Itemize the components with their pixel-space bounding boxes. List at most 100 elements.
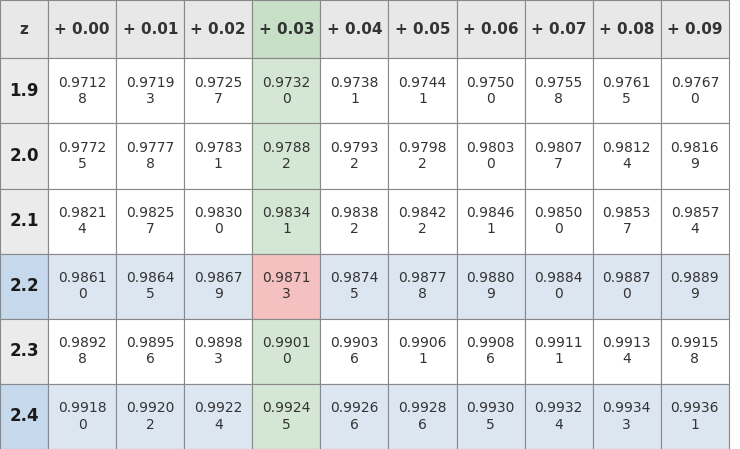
Bar: [388, 189, 457, 254]
Text: 0.9812
4: 0.9812 4: [602, 141, 651, 171]
Text: + 0.01: + 0.01: [123, 22, 178, 37]
Text: 2.0: 2.0: [10, 147, 38, 165]
Text: 0.9889
9: 0.9889 9: [670, 271, 719, 301]
Bar: [116, 319, 184, 384]
Text: 0.9922
4: 0.9922 4: [194, 401, 243, 431]
Text: 0.9738
1: 0.9738 1: [330, 76, 379, 106]
Bar: [252, 189, 320, 254]
Text: 0.9755
8: 0.9755 8: [534, 76, 583, 106]
Text: + 0.06: + 0.06: [462, 22, 519, 37]
Text: 0.9936
1: 0.9936 1: [670, 401, 719, 431]
Bar: [457, 58, 525, 123]
Text: 0.9880
9: 0.9880 9: [466, 271, 515, 301]
Bar: [116, 189, 184, 254]
Bar: [48, 254, 116, 319]
Text: 0.9732
0: 0.9732 0: [262, 76, 311, 106]
Bar: [593, 254, 661, 319]
Bar: [457, 319, 525, 384]
Text: 0.9867
9: 0.9867 9: [194, 271, 243, 301]
Bar: [525, 0, 593, 58]
Text: 0.9932
4: 0.9932 4: [534, 401, 583, 431]
Bar: [320, 254, 388, 319]
Bar: [661, 123, 729, 189]
Bar: [116, 0, 184, 58]
Text: 0.9874
5: 0.9874 5: [330, 271, 379, 301]
Text: 0.9793
2: 0.9793 2: [330, 141, 379, 171]
Bar: [457, 189, 525, 254]
Text: 0.9838
2: 0.9838 2: [330, 206, 379, 236]
Text: 0.9750
0: 0.9750 0: [466, 76, 515, 106]
Bar: [593, 189, 661, 254]
Text: 0.9911
1: 0.9911 1: [534, 336, 583, 366]
Text: 0.9871
3: 0.9871 3: [262, 271, 311, 301]
Bar: [388, 123, 457, 189]
Text: 0.9915
8: 0.9915 8: [670, 336, 719, 366]
Text: 0.9777
8: 0.9777 8: [126, 141, 175, 171]
Text: 0.9846
1: 0.9846 1: [466, 206, 515, 236]
Text: 1.9: 1.9: [10, 82, 38, 100]
Bar: [0, 254, 48, 319]
Text: 0.9887
0: 0.9887 0: [602, 271, 651, 301]
Bar: [320, 58, 388, 123]
Text: 0.9926
6: 0.9926 6: [330, 401, 379, 431]
Bar: [184, 254, 252, 319]
Bar: [184, 0, 252, 58]
Text: 0.9803
0: 0.9803 0: [466, 141, 515, 171]
Bar: [184, 58, 252, 123]
Bar: [48, 0, 116, 58]
Bar: [184, 319, 252, 384]
Bar: [388, 58, 457, 123]
Bar: [320, 319, 388, 384]
Bar: [252, 384, 320, 449]
Bar: [48, 319, 116, 384]
Bar: [388, 319, 457, 384]
Text: 0.9842
2: 0.9842 2: [398, 206, 447, 236]
Text: 0.9877
8: 0.9877 8: [398, 271, 447, 301]
Bar: [320, 0, 388, 58]
Bar: [457, 123, 525, 189]
Text: 0.9928
6: 0.9928 6: [398, 401, 447, 431]
Bar: [48, 123, 116, 189]
Text: 0.9864
5: 0.9864 5: [126, 271, 175, 301]
Bar: [457, 0, 525, 58]
Bar: [116, 384, 184, 449]
Bar: [661, 0, 729, 58]
Text: 2.3: 2.3: [9, 342, 39, 361]
Text: + 0.09: + 0.09: [667, 22, 722, 37]
Text: 0.9821
4: 0.9821 4: [58, 206, 107, 236]
Text: 2.1: 2.1: [10, 212, 38, 230]
Bar: [0, 123, 48, 189]
Text: 0.9884
0: 0.9884 0: [534, 271, 583, 301]
Bar: [593, 0, 661, 58]
Text: 0.9857
4: 0.9857 4: [670, 206, 719, 236]
Text: + 0.00: + 0.00: [55, 22, 110, 37]
Text: 0.9816
9: 0.9816 9: [670, 141, 719, 171]
Text: 0.9807
7: 0.9807 7: [534, 141, 583, 171]
Text: 0.9930
5: 0.9930 5: [466, 401, 515, 431]
Bar: [661, 254, 729, 319]
Bar: [593, 58, 661, 123]
Bar: [457, 384, 525, 449]
Text: 0.9918
0: 0.9918 0: [58, 401, 107, 431]
Bar: [320, 384, 388, 449]
Bar: [388, 0, 457, 58]
Bar: [388, 254, 457, 319]
Text: 0.9901
0: 0.9901 0: [262, 336, 311, 366]
Bar: [525, 123, 593, 189]
Text: 0.9850
0: 0.9850 0: [534, 206, 583, 236]
Bar: [661, 58, 729, 123]
Text: 0.9825
7: 0.9825 7: [126, 206, 175, 236]
Bar: [320, 123, 388, 189]
Bar: [48, 189, 116, 254]
Bar: [184, 384, 252, 449]
Bar: [116, 58, 184, 123]
Bar: [116, 254, 184, 319]
Bar: [0, 384, 48, 449]
Bar: [0, 189, 48, 254]
Text: 0.9719
3: 0.9719 3: [126, 76, 175, 106]
Bar: [116, 123, 184, 189]
Bar: [593, 319, 661, 384]
Bar: [525, 58, 593, 123]
Text: 0.9895
6: 0.9895 6: [126, 336, 175, 366]
Bar: [0, 0, 48, 58]
